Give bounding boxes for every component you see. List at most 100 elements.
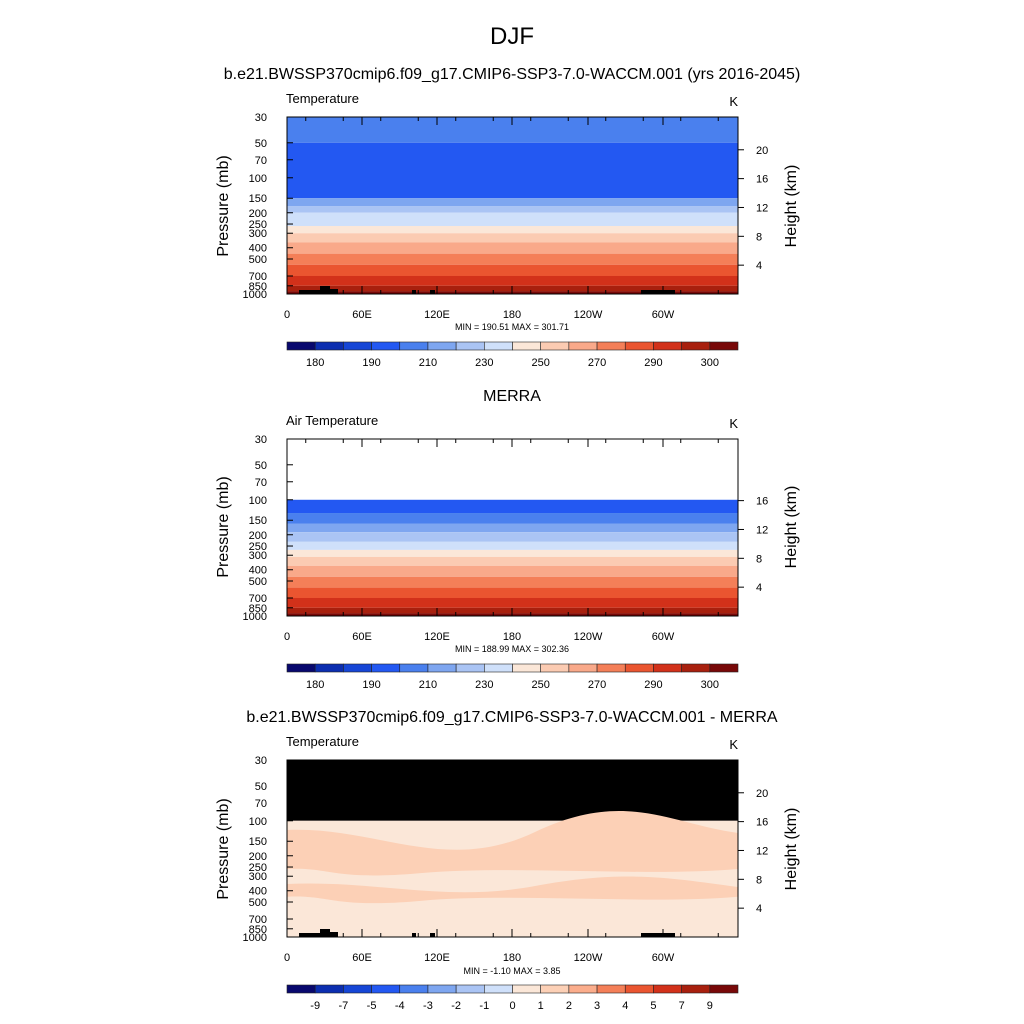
y-right-tick-label: 16: [756, 174, 768, 186]
x-tick-label: 120W: [574, 952, 603, 964]
variable-label: Air Temperature: [286, 413, 378, 428]
y-left-tick-label: 200: [249, 530, 267, 542]
panel-difference: b.e21.BWSSP370cmip6.f09_g17.CMIP6-SSP3-7…: [215, 709, 800, 1012]
x-tick-label: 0: [284, 309, 290, 321]
terrain-mask: [299, 933, 321, 937]
x-tick-label: 0: [284, 631, 290, 643]
contour-band: [287, 499, 738, 514]
y-right-tick-label: 8: [756, 874, 762, 886]
contour-band: [287, 212, 738, 227]
colorbar-swatch: [512, 984, 541, 994]
x-tick-label: 120E: [424, 631, 450, 643]
x-tick-label: 60W: [652, 309, 675, 321]
variable-label: Temperature: [286, 734, 359, 749]
x-tick-label: 60W: [652, 631, 675, 643]
colorbar-swatch: [568, 984, 598, 994]
panel-model: b.e21.BWSSP370cmip6.f09_g17.CMIP6-SSP3-7…: [215, 66, 800, 369]
y-left-tick-label: 1000: [243, 289, 267, 301]
colorbar-swatch: [709, 663, 739, 673]
colorbar-label: 270: [588, 357, 606, 369]
y-left-tick-label: 500: [249, 254, 267, 266]
x-tick-label: 180: [503, 309, 521, 321]
variable-label: Temperature: [286, 91, 359, 106]
y-left-tick-label: 70: [255, 798, 267, 810]
colorbar-label: 180: [306, 679, 324, 691]
panel-title: MERRA: [483, 388, 541, 405]
y-right-tick-label: 16: [756, 817, 768, 829]
colorbar-swatch: [455, 984, 485, 994]
y-left-tick-label: 400: [249, 565, 267, 577]
min-max-stats: MIN = 190.51 MAX = 301.71: [455, 322, 569, 332]
units-label: K: [729, 737, 738, 752]
contour-band: [287, 275, 738, 286]
y-left-axis-label: Pressure (mb): [215, 476, 232, 577]
panel-title: b.e21.BWSSP370cmip6.f09_g17.CMIP6-SSP3-7…: [224, 66, 801, 83]
colorbar-swatch: [709, 341, 739, 351]
x-tick-label: 180: [503, 952, 521, 964]
terrain-mask: [330, 932, 338, 937]
y-left-tick-label: 300: [249, 871, 267, 883]
x-tick-label: 120E: [424, 309, 450, 321]
y-right-tick-label: 4: [756, 260, 762, 272]
colorbar-label: 270: [588, 679, 606, 691]
colorbar-swatch: [596, 341, 626, 351]
contour-band: [287, 523, 738, 533]
y-left-axis-label: Pressure (mb): [215, 155, 232, 256]
contour-band: [287, 206, 738, 213]
y-left-tick-label: 150: [249, 836, 267, 848]
colorbar-swatch: [540, 341, 570, 351]
colorbar: -9 -7 -5 -4 -3 -2 -1 0 1 2 3 4 5 7 9: [286, 984, 739, 1012]
contour-band: [287, 242, 738, 254]
colorbar-label: 300: [701, 357, 719, 369]
colorbar-swatch: [512, 341, 541, 351]
colorbar-swatch: [681, 663, 711, 673]
contour-band: [287, 876, 738, 904]
terrain-mask: [430, 290, 435, 294]
colorbar-swatch: [399, 663, 429, 673]
colorbar-swatch: [653, 663, 682, 673]
panel-title: b.e21.BWSSP370cmip6.f09_g17.CMIP6-SSP3-7…: [246, 709, 778, 726]
colorbar-swatch: [286, 663, 316, 673]
units-label: K: [729, 416, 738, 431]
missing-data-region: [287, 760, 738, 821]
colorbar: 180 190 210 230 250 270 290 300: [286, 341, 739, 369]
y-left-tick-label: 1000: [243, 611, 267, 623]
contour-band: [287, 556, 738, 566]
colorbar-label: 190: [362, 679, 380, 691]
colorbar-label: 2: [566, 1000, 572, 1012]
contour-band: [287, 513, 738, 524]
colorbar-swatch: [455, 663, 485, 673]
contour-band: [287, 532, 738, 542]
x-tick-label: 120E: [424, 952, 450, 964]
colorbar-label: 300: [701, 679, 719, 691]
y-left-tick-label: 250: [249, 862, 267, 874]
y-left-tick-label: 250: [249, 541, 267, 553]
colorbar-swatch: [484, 663, 513, 673]
colorbar-label: 180: [306, 357, 324, 369]
colorbar-swatch: [399, 341, 429, 351]
units-label: K: [729, 94, 738, 109]
contour-band: [287, 264, 738, 276]
colorbar-swatch: [314, 341, 344, 351]
y-left-tick-label: 50: [255, 781, 267, 793]
colorbar-swatch: [399, 984, 429, 994]
y-right-tick-label: 12: [756, 202, 768, 214]
colorbar-label: 4: [622, 1000, 628, 1012]
colorbar-label: 1: [538, 1000, 544, 1012]
colorbar-label: -3: [423, 1000, 433, 1012]
colorbar-swatch: [484, 984, 513, 994]
colorbar-label: 0: [509, 1000, 515, 1012]
colorbar-swatch: [653, 984, 682, 994]
y-left-tick-label: 700: [249, 914, 267, 926]
x-tick-label: 180: [503, 631, 521, 643]
terrain-mask: [320, 286, 330, 294]
y-left-tick-label: 500: [249, 897, 267, 909]
colorbar-swatch: [568, 663, 598, 673]
y-right-tick-label: 8: [756, 553, 762, 565]
y-left-tick-label: 700: [249, 271, 267, 283]
min-max-stats: MIN = 188.99 MAX = 302.36: [455, 644, 569, 654]
y-right-tick-label: 4: [756, 582, 762, 594]
colorbar-swatch: [512, 663, 541, 673]
